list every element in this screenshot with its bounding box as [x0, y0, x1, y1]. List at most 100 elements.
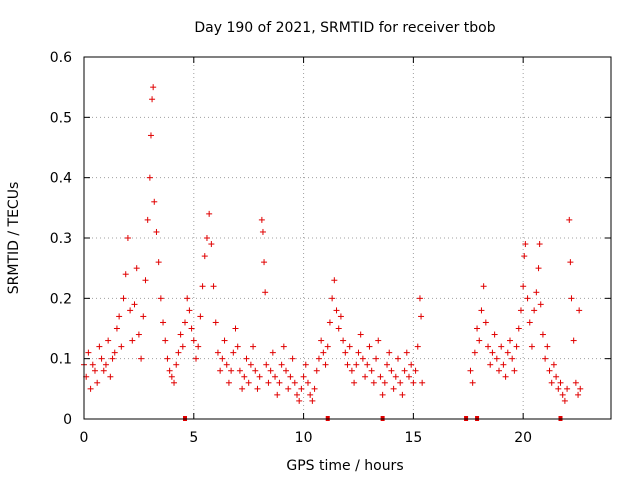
- data-point: [491, 331, 498, 338]
- data-point: [157, 295, 164, 302]
- data-point: [526, 319, 533, 326]
- data-point: [232, 325, 239, 332]
- data-point: [390, 385, 397, 392]
- data-point: [335, 325, 342, 332]
- data-point: [375, 337, 382, 344]
- data-point: [506, 337, 513, 344]
- chart-title: Day 190 of 2021, SRMTID for receiver tbo…: [194, 20, 495, 36]
- data-point: [94, 379, 101, 386]
- data-point: [142, 277, 149, 284]
- data-point: [188, 325, 195, 332]
- data-point: [542, 355, 549, 362]
- data-point: [482, 319, 489, 326]
- data-point: [177, 331, 184, 338]
- data-point: [340, 337, 347, 344]
- data-point: [381, 379, 388, 386]
- data-point: [247, 361, 254, 368]
- data-point: [467, 367, 474, 374]
- data-point: [544, 343, 551, 350]
- data-point: [144, 216, 151, 223]
- data-point: [405, 373, 412, 380]
- data-point: [416, 295, 423, 302]
- data-point: [564, 385, 571, 392]
- data-point: [228, 367, 235, 374]
- data-point: [168, 373, 175, 380]
- data-point: [395, 355, 402, 362]
- y-tick-label: 0.3: [50, 231, 72, 247]
- data-point: [280, 343, 287, 350]
- data-point: [179, 343, 186, 350]
- data-point: [146, 174, 153, 181]
- data-point: [521, 253, 528, 260]
- data-point: [98, 355, 105, 362]
- data-point: [536, 241, 543, 248]
- data-point: [113, 325, 120, 332]
- data-point: [129, 337, 136, 344]
- y-tick-label: 0.4: [50, 171, 72, 187]
- data-point: [577, 385, 584, 392]
- data-point: [214, 349, 221, 356]
- data-point: [331, 277, 338, 284]
- data-point: [502, 373, 509, 380]
- data-point: [265, 379, 272, 386]
- data-point: [401, 367, 408, 374]
- data-point: [206, 210, 213, 217]
- data-point: [476, 337, 483, 344]
- data-point: [304, 379, 311, 386]
- data-point: [524, 295, 531, 302]
- data-point: [212, 319, 219, 326]
- data-point: [210, 283, 217, 290]
- data-point: [575, 391, 582, 398]
- data-point: [513, 343, 520, 350]
- data-point: [138, 355, 145, 362]
- data-point: [570, 337, 577, 344]
- data-point: [116, 313, 123, 320]
- data-point: [533, 289, 540, 296]
- data-point: [474, 325, 481, 332]
- data-point: [568, 295, 575, 302]
- data-point: [239, 385, 246, 392]
- data-point: [555, 385, 562, 392]
- data-point: [364, 361, 371, 368]
- y-tick-label: 0.1: [50, 352, 72, 368]
- data-point: [151, 198, 158, 205]
- data-point: [182, 319, 189, 326]
- data-point: [245, 379, 252, 386]
- data-point: [522, 241, 529, 248]
- data-point: [258, 216, 265, 223]
- data-point: [100, 367, 107, 374]
- data-point: [287, 373, 294, 380]
- data-point: [87, 385, 94, 392]
- data-point: [500, 361, 507, 368]
- data-point: [535, 265, 542, 272]
- data-point: [120, 295, 127, 302]
- x-tick-label: 15: [404, 430, 422, 446]
- data-point: [485, 343, 492, 350]
- data-point: [262, 289, 269, 296]
- data-point: [348, 367, 355, 374]
- data-point: [386, 349, 393, 356]
- data-point: [576, 307, 583, 314]
- data-point: [559, 391, 566, 398]
- data-point: [419, 379, 426, 386]
- data-point: [566, 216, 573, 223]
- data-point: [388, 367, 395, 374]
- data-point: [164, 355, 171, 362]
- axis-ticks: 0 5 10 15 20 0 0.1 0.2 0.3 0.4 0.5 0.6: [50, 50, 611, 446]
- data-point: [368, 367, 375, 374]
- plot-frame: [83, 56, 612, 420]
- data-point: [118, 343, 125, 350]
- data-point: [234, 343, 241, 350]
- data-point: [478, 307, 485, 314]
- data-point: [91, 367, 98, 374]
- data-point: [135, 331, 142, 338]
- data-point: [333, 307, 340, 314]
- data-point: [300, 373, 307, 380]
- data-point: [561, 397, 568, 404]
- data-point: [269, 349, 276, 356]
- data-point: [493, 355, 500, 362]
- data-point: [362, 373, 369, 380]
- data-point: [511, 367, 518, 374]
- data-point: [548, 379, 555, 386]
- data-point: [531, 307, 538, 314]
